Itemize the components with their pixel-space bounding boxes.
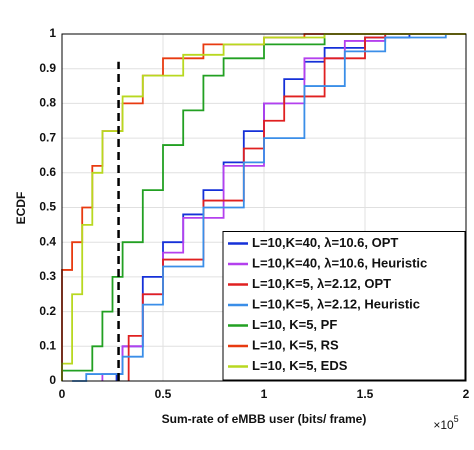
x-multiplier: ×105 bbox=[433, 414, 458, 432]
legend-label: L=10,K=5, λ=2.12, OPT bbox=[252, 276, 391, 291]
y-tick-label: 0.6 bbox=[39, 165, 56, 179]
y-tick-label: 0 bbox=[49, 373, 56, 387]
legend-label: L=10, K=5, RS bbox=[252, 337, 339, 352]
x-tick-label: 1.5 bbox=[357, 387, 374, 401]
y-tick-label: 0.7 bbox=[39, 130, 56, 144]
ecdf-line bbox=[72, 33, 466, 382]
legend-box bbox=[222, 231, 466, 381]
y-tick-label: 0.2 bbox=[39, 304, 56, 318]
y-tick-label: 0.5 bbox=[39, 200, 56, 214]
x-tick-label: 2 bbox=[463, 387, 470, 401]
y-tick-label: 0.1 bbox=[39, 338, 56, 352]
legend-label: L=10,K=40, λ=10.6, OPT bbox=[252, 235, 398, 250]
y-tick-label: 0.9 bbox=[39, 61, 56, 75]
plot-frame bbox=[61, 33, 467, 382]
multiplier-exponent: 5 bbox=[454, 414, 459, 424]
ecdf-line bbox=[61, 33, 466, 381]
x-tick-label: 1 bbox=[261, 387, 268, 401]
y-tick-label: 0.8 bbox=[39, 96, 56, 110]
y-tick-label: 1 bbox=[49, 26, 56, 40]
ecdf-line bbox=[61, 33, 466, 381]
legend-label: L=10,K=5, λ=2.12, Heuristic bbox=[252, 296, 420, 311]
y-tick-label: 0.4 bbox=[39, 234, 56, 248]
legend-label: L=10, K=5, EDS bbox=[252, 358, 348, 373]
legend: L=10,K=40, λ=10.6, OPT L=10,K=40, λ=10.6,… bbox=[222, 231, 466, 381]
y-tick-label: 0.3 bbox=[39, 269, 56, 283]
x-tick-label: 0.5 bbox=[155, 387, 172, 401]
multiplier-base: ×10 bbox=[433, 418, 454, 432]
x-tick-label: 0 bbox=[59, 387, 66, 401]
y-axis-label: ECDF bbox=[14, 192, 28, 225]
legend-label: L=10,K=40, λ=10.6, Heuristic bbox=[252, 255, 427, 270]
x-axis-label: Sum-rate of eMBB user (bits/ frame) bbox=[162, 412, 367, 426]
legend-label: L=10, K=5, PF bbox=[252, 317, 337, 332]
